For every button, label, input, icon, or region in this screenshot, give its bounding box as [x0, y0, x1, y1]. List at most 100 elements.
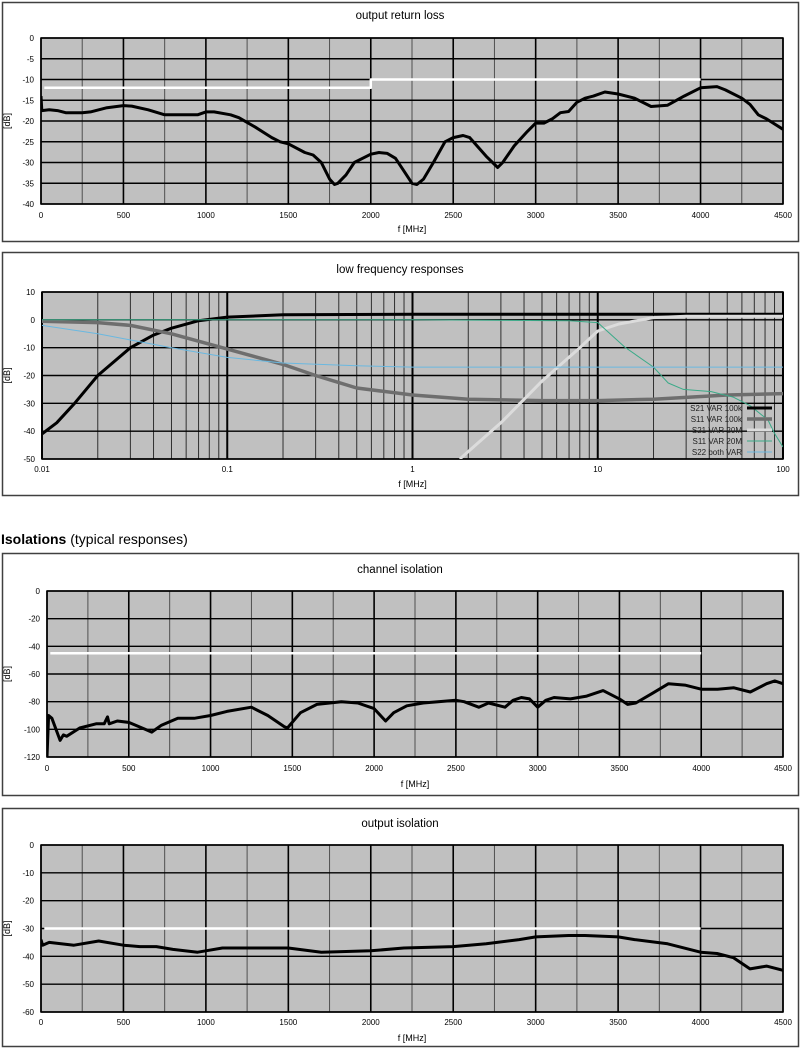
x-axis-label: f [MHz] — [398, 224, 427, 234]
plot-border — [40, 844, 784, 1013]
y-tick-label: -30 — [22, 925, 34, 934]
y-tick-label: 10 — [26, 288, 35, 297]
chart-title: output return loss — [356, 10, 445, 22]
legend: S21 VAR 100k S11 VAR 100k S21 VAR 20M S11 V… — [690, 404, 772, 457]
x-tick-label: 4000 — [692, 211, 710, 220]
y-axis-label: [dB] — [2, 367, 12, 383]
chart-title: channel isolation — [357, 564, 443, 576]
y-tick-label: -35 — [22, 179, 34, 188]
y-tick-label: -60 — [28, 670, 40, 679]
y-tick-label: -40 — [22, 952, 34, 961]
y-axis-label: [dB] — [2, 920, 12, 936]
chart-0: 0 500 1000 1500 2000 2500 3000 3500 4000 4500 0 -5 -… — [1, 1, 800, 243]
x-tick-label: 1500 — [279, 211, 297, 220]
x-tick-label: 2000 — [362, 211, 380, 220]
x-tick-label: 3500 — [609, 1018, 627, 1027]
x-tick-label: 0.1 — [222, 465, 234, 474]
x-tick-label: 3500 — [611, 764, 629, 773]
x-tick-label: 4000 — [692, 764, 710, 773]
chart-title: output isolation — [361, 818, 438, 830]
y-tick-label: -5 — [27, 55, 35, 64]
series-s22-both-var — [42, 324, 783, 368]
y-tick-label: -20 — [22, 897, 34, 906]
x-tick-label: 2500 — [447, 764, 465, 773]
legend-label: S11 VAR 100k — [691, 415, 743, 424]
y-tick-label: -40 — [22, 200, 34, 209]
y-axis-label: [dB] — [2, 113, 12, 129]
x-tick-label: 500 — [122, 764, 136, 773]
x-tick-label: 0.01 — [34, 465, 50, 474]
y-tick-label: -30 — [23, 399, 35, 408]
x-tick-label: 0 — [45, 764, 50, 773]
x-tick-label: 3500 — [609, 211, 627, 220]
x-tick-label: 1000 — [202, 764, 220, 773]
legend-label: S11 VAR 20M — [692, 437, 742, 446]
section-header-normal: (typical responses) — [70, 531, 188, 547]
x-axis-label: f [MHz] — [401, 779, 430, 789]
x-axis-label: f [MHz] — [398, 479, 427, 489]
x-tick-label: 4000 — [692, 1018, 710, 1027]
x-axis-label: f [MHz] — [398, 1033, 427, 1043]
x-tick-label: 2000 — [365, 764, 383, 773]
x-tick-label: 3000 — [529, 764, 547, 773]
chart-2: 0 500 1000 1500 2000 2500 3000 3500 4000 4500 0 -20… — [1, 552, 800, 797]
x-tick-label: 4500 — [774, 211, 792, 220]
y-tick-label: -40 — [28, 642, 40, 651]
plot-border — [41, 291, 784, 460]
y-tick-label: 0 — [36, 587, 41, 596]
x-tick-label: 10 — [593, 465, 602, 474]
y-tick-label: -20 — [28, 615, 40, 624]
x-tick-label: 0 — [39, 211, 44, 220]
y-tick-label: -50 — [23, 455, 35, 464]
y-tick-label: -40 — [23, 427, 35, 436]
y-tick-label: -30 — [22, 159, 34, 168]
x-tick-label: 500 — [117, 1018, 131, 1027]
x-tick-label: 100 — [776, 465, 790, 474]
x-tick-label: 3000 — [527, 1018, 545, 1027]
y-tick-label: -50 — [22, 980, 34, 989]
y-tick-label: -25 — [22, 138, 34, 147]
y-tick-label: 0 — [31, 316, 36, 325]
plot-border — [46, 590, 784, 758]
legend-label: S21 VAR 20M — [692, 426, 742, 435]
x-tick-label: 1500 — [283, 764, 301, 773]
y-tick-label: -100 — [24, 725, 41, 734]
legend-label: S22 both VAR — [692, 448, 742, 457]
chart-3: 0 500 1000 1500 2000 2500 3000 3500 4000 4500 0 -10… — [1, 807, 800, 1048]
x-tick-label: 1000 — [197, 1018, 215, 1027]
x-tick-label: 1000 — [197, 211, 215, 220]
x-tick-label: 2000 — [362, 1018, 380, 1027]
y-tick-label: -120 — [24, 753, 41, 762]
x-tick-label: 1 — [410, 465, 415, 474]
limit-line — [44, 78, 701, 90]
x-tick-label: 2500 — [444, 1018, 462, 1027]
y-tick-label: 0 — [30, 841, 35, 850]
y-tick-label: -20 — [22, 117, 34, 126]
x-tick-label: 4500 — [774, 764, 792, 773]
x-tick-label: 500 — [117, 211, 131, 220]
y-tick-label: -20 — [23, 372, 35, 381]
section-header-isolations: Isolations (typical responses) — [1, 531, 188, 547]
x-tick-label: 0 — [39, 1018, 44, 1027]
measured-trace — [47, 679, 783, 757]
y-axis-label: [dB] — [2, 666, 12, 682]
y-tick-label: 0 — [30, 34, 35, 43]
legend-label: S21 VAR 100k — [690, 404, 743, 413]
x-tick-label: 1500 — [279, 1018, 297, 1027]
y-tick-label: -80 — [28, 698, 40, 707]
y-tick-label: -10 — [22, 869, 34, 878]
x-tick-label: 4500 — [774, 1018, 792, 1027]
plot-border — [40, 37, 784, 205]
y-tick-label: -15 — [22, 96, 34, 105]
chart-title: low frequency responses — [336, 264, 463, 276]
y-tick-label: -10 — [23, 344, 35, 353]
x-tick-label: 3000 — [527, 211, 545, 220]
series-s11-var-100k — [42, 319, 783, 403]
x-tick-label: 2500 — [444, 211, 462, 220]
y-tick-label: -10 — [22, 76, 34, 85]
y-tick-label: -60 — [22, 1008, 34, 1017]
measured-trace — [41, 85, 783, 186]
series-s21-var-20m — [458, 314, 783, 459]
